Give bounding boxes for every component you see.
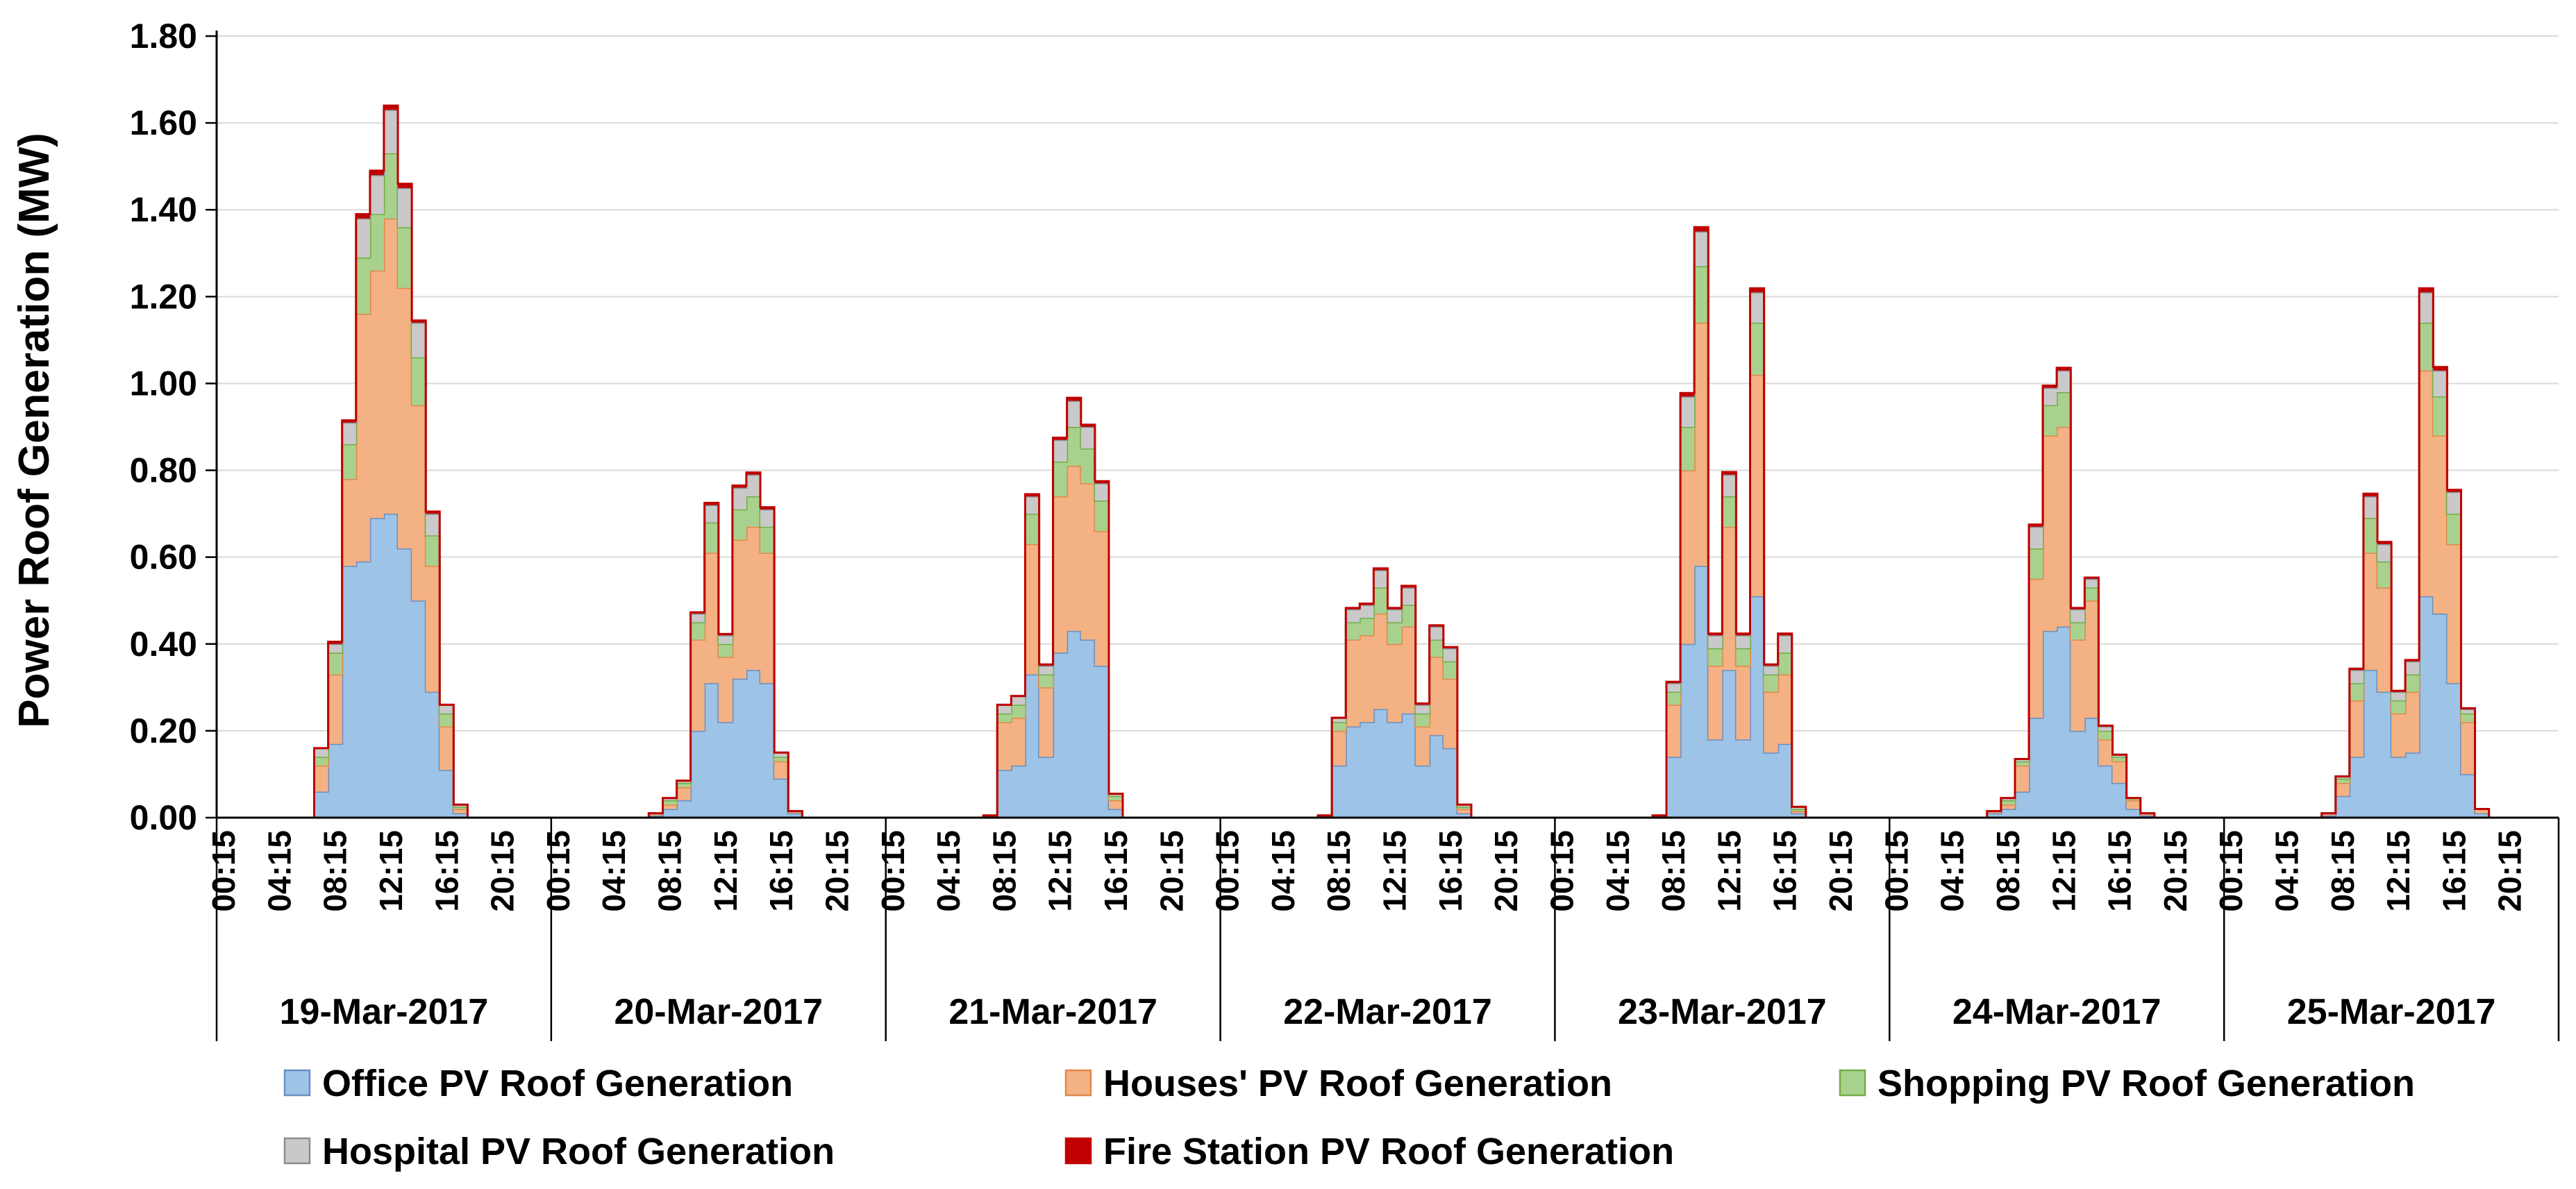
x-tick-label: 16:15 [763, 830, 799, 912]
x-tick-label: 16:15 [2436, 830, 2472, 912]
x-tick-label: 16:15 [1098, 830, 1134, 912]
legend-swatch-1 [1064, 1069, 1092, 1097]
x-tick-label: 04:15 [930, 830, 967, 912]
x-tick-label: 20:15 [485, 830, 521, 912]
x-tick-label: 00:15 [540, 830, 576, 912]
x-tick-label: 08:15 [2325, 830, 2361, 912]
y-axis-ticks: 0.00 0.20 0.40 0.60 0.80 1.00 1.20 1.40 1.60 1.80 [130, 17, 217, 837]
x-tick-label: 04:15 [1600, 830, 1636, 912]
day-labels: 19-Mar-2017 20-Mar-2017 21-Mar-2017 22-Mar-… [215, 818, 2560, 1041]
day-label: 22-Mar-2017 [1283, 992, 1492, 1032]
x-tick-label: 20:15 [1488, 830, 1524, 912]
x-tick-label: 00:15 [1210, 830, 1246, 912]
x-tick-label: 08:15 [1321, 830, 1357, 912]
y-tick-label: 1.80 [130, 17, 197, 56]
y-tick-label: 1.60 [130, 103, 197, 142]
day-label: 25-Mar-2017 [2287, 992, 2496, 1032]
x-tick-label: 08:15 [317, 830, 353, 912]
x-tick-label: 16:15 [428, 830, 465, 912]
legend-label-2: Shopping PV Roof Generation [1877, 1063, 2415, 1104]
legend-swatch-4 [1064, 1137, 1092, 1165]
x-tick-label: 00:15 [1878, 830, 1914, 912]
day-label: 20-Mar-2017 [614, 992, 823, 1032]
gridlines [217, 35, 2559, 732]
legend-label-0: Office PV Roof Generation [322, 1063, 793, 1104]
legend-label-1: Houses' PV Roof Generation [1103, 1063, 1612, 1104]
y-tick-label: 1.40 [130, 190, 197, 229]
legend-swatch-2 [1839, 1069, 1866, 1097]
axes [215, 31, 2559, 819]
y-tick-label: 0.20 [130, 711, 197, 750]
x-tick-label: 00:15 [1544, 830, 1580, 912]
x-tick-label: 20:15 [1823, 830, 1859, 912]
x-tick-label: 04:15 [1934, 830, 1971, 912]
x-tick-label: 20:15 [1153, 830, 1189, 912]
y-tick-label: 0.40 [130, 625, 197, 664]
x-tick-label: 00:15 [2213, 830, 2249, 912]
series-areas [217, 104, 2559, 819]
x-tick-label: 08:15 [986, 830, 1022, 912]
y-axis-title: Power Roof Generation (MW) [10, 133, 58, 728]
legend: Office PV Roof Generation Houses' PV Roof… [283, 1063, 2415, 1172]
day-label: 19-Mar-2017 [280, 992, 489, 1032]
x-tick-label: 16:15 [1767, 830, 1803, 912]
x-tick-label: 12:15 [1042, 830, 1078, 912]
x-tick-label: 12:15 [1711, 830, 1747, 912]
y-tick-label: 0.60 [130, 538, 197, 577]
series-area-1 [217, 218, 2559, 818]
x-tick-label: 12:15 [2380, 830, 2416, 912]
x-tick-label: 08:15 [1655, 830, 1691, 912]
legend-label-3: Hospital PV Roof Generation [322, 1131, 835, 1172]
x-tick-label: 20:15 [2492, 830, 2528, 912]
x-tick-label: 08:15 [1990, 830, 2026, 912]
x-tick-label: 20:15 [819, 830, 855, 912]
day-label: 21-Mar-2017 [948, 992, 1157, 1032]
x-tick-label: 12:15 [1377, 830, 1413, 912]
x-tick-label: 12:15 [708, 830, 744, 912]
legend-label-4: Fire Station PV Roof Generation [1103, 1131, 1674, 1172]
y-tick-label: 0.00 [130, 798, 197, 837]
y-tick-label: 0.80 [130, 451, 197, 490]
x-tick-label: 12:15 [373, 830, 409, 912]
y-tick-label: 1.20 [130, 277, 197, 316]
x-tick-label: 20:15 [2157, 830, 2193, 912]
day-label: 24-Mar-2017 [1952, 992, 2161, 1032]
x-tick-label: 16:15 [2102, 830, 2138, 912]
x-tick-label: 08:15 [652, 830, 688, 912]
y-tick-label: 1.00 [130, 364, 197, 403]
x-axis-ticks: 00:15 04:15 08:15 12:15 16:15 20:15 00:15 04:15… [206, 830, 2528, 912]
x-tick-label: 00:15 [875, 830, 911, 912]
x-tick-label: 04:15 [261, 830, 297, 912]
x-tick-label: 16:15 [1432, 830, 1469, 912]
day-label: 23-Mar-2017 [1618, 992, 1827, 1032]
x-tick-label: 12:15 [2046, 830, 2082, 912]
x-tick-label: 04:15 [1265, 830, 1301, 912]
legend-swatch-0 [283, 1069, 311, 1097]
series-area-0 [217, 514, 2559, 818]
x-tick-label: 04:15 [596, 830, 632, 912]
x-tick-label: 04:15 [2269, 830, 2305, 912]
legend-swatch-3 [283, 1137, 311, 1165]
x-tick-label: 00:15 [206, 830, 242, 912]
